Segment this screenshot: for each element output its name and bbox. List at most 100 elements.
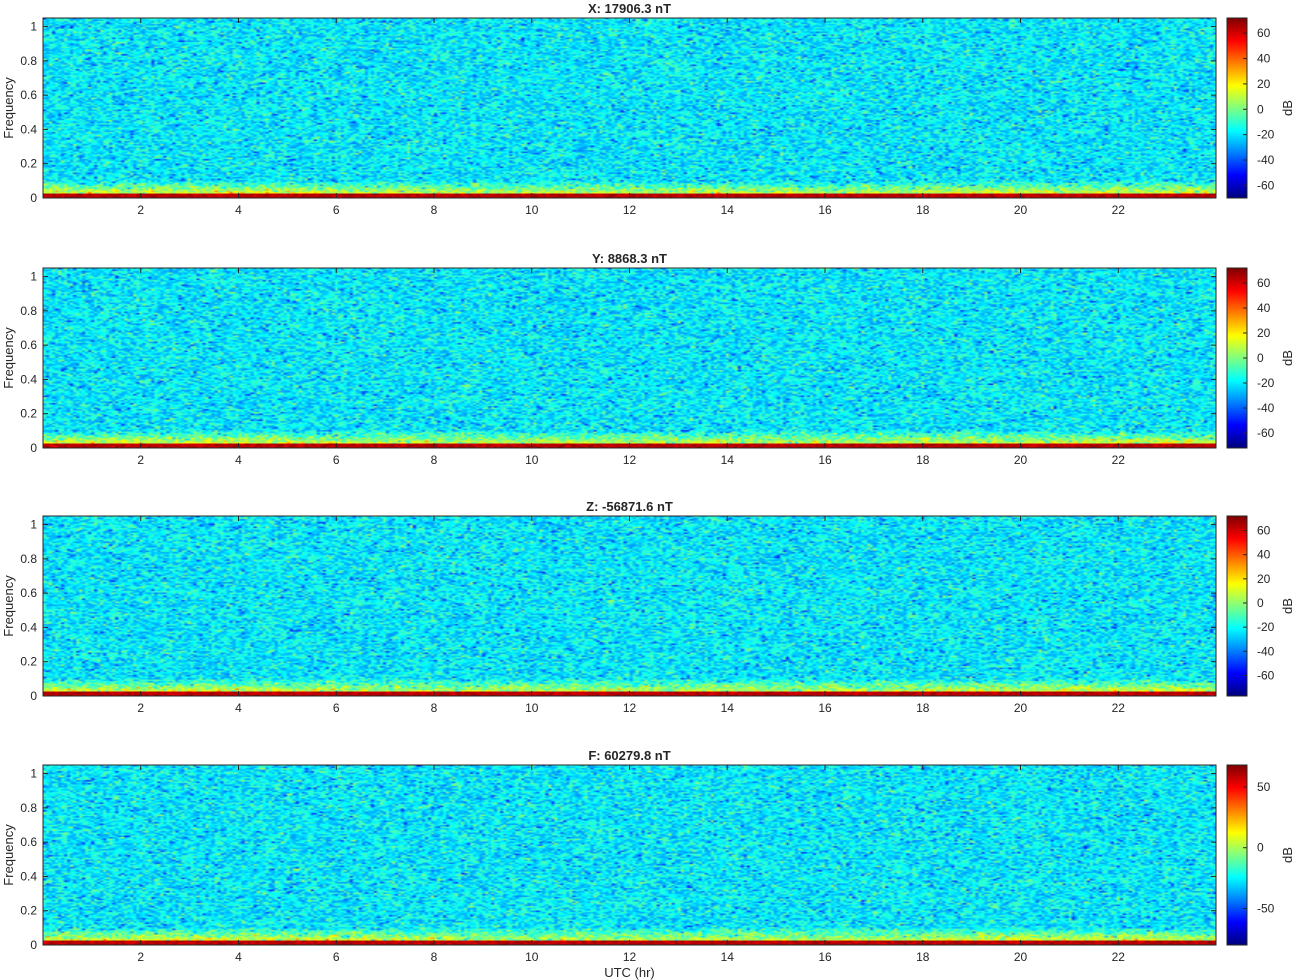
x-tick-label: 6: [333, 453, 340, 467]
x-tick-label: 18: [916, 453, 930, 467]
colorbar-tick-label: -40: [1257, 644, 1275, 658]
colorbar-tick-label: 0: [1257, 841, 1264, 855]
colorbar-tick-label: 20: [1257, 326, 1271, 340]
y-tick-label: 0.2: [20, 655, 37, 669]
spectrogram-image: [43, 516, 1216, 696]
y-tick-label: 0.6: [20, 88, 37, 102]
x-tick-label: 4: [235, 950, 242, 964]
chart-title: Y: 8868.3 nT: [592, 251, 667, 266]
colorbar-box: [1226, 515, 1248, 697]
colorbar: [1227, 516, 1247, 696]
y-axis-label: Frequency: [1, 575, 16, 637]
x-tick-label: 6: [333, 701, 340, 715]
y-tick-label: 0.4: [20, 372, 37, 386]
x-tick-label: 16: [818, 701, 832, 715]
x-tick-label: 14: [721, 701, 735, 715]
colorbar-tick-label: 50: [1257, 780, 1271, 794]
x-tick-label: 4: [235, 701, 242, 715]
y-tick-label: 0.2: [20, 904, 37, 918]
x-tick-label: 10: [525, 453, 539, 467]
y-tick-label: 1: [30, 20, 37, 34]
x-tick-label: 22: [1112, 203, 1126, 217]
x-tick-label: 10: [525, 701, 539, 715]
x-tick-label: 12: [623, 701, 637, 715]
chart-panel-1: 2 4 6 8 10 12 14 16 18 20 22 0 0.2 0.4 0.6 0.8 1 X: 17906…: [1, 1, 1295, 217]
x-tick-label: 4: [235, 453, 242, 467]
colorbar-tick-label: -60: [1257, 178, 1275, 192]
chart-panel-2: 2 4 6 8 10 12 14 16 18 20 22 0 0.2 0.4 0.6 0.8 1 Y: 8868.…: [1, 251, 1295, 467]
colorbar-label: dB: [1280, 100, 1295, 116]
x-tick-label: 20: [1014, 701, 1028, 715]
x-tick-label: 22: [1112, 701, 1126, 715]
colorbar-tick-label: 40: [1257, 548, 1271, 562]
x-tick-label: 12: [623, 203, 637, 217]
colorbar-tick-label: 40: [1257, 301, 1271, 315]
colorbar-label: dB: [1280, 847, 1295, 863]
x-tick-label: 2: [137, 453, 144, 467]
colorbar-box: [1226, 764, 1248, 946]
y-tick-label: 0.8: [20, 304, 37, 318]
x-tick-label: 2: [137, 950, 144, 964]
spectrogram-image: [43, 765, 1216, 945]
chart-title: Z: -56871.6 nT: [586, 499, 673, 514]
x-tick-label: 18: [916, 701, 930, 715]
chart-panel-4: 2 4 6 8 10 12 14 16 18 20 22 0 0.2 0.4 0.6 0.8 1 F: 60279…: [1, 748, 1295, 980]
x-tick-label: 20: [1014, 203, 1028, 217]
y-tick-label: 0: [30, 938, 37, 952]
x-tick-label: 22: [1112, 453, 1126, 467]
spectrogram-image: [43, 268, 1216, 448]
colorbar-tick-label: -20: [1257, 128, 1275, 142]
spectrogram-image: [43, 18, 1216, 198]
x-tick-label: 6: [333, 203, 340, 217]
x-tick-label: 8: [431, 950, 438, 964]
colorbar-tick-label: -60: [1257, 668, 1275, 682]
x-tick-label: 22: [1112, 950, 1126, 964]
x-tick-label: 8: [431, 701, 438, 715]
colorbar-tick-label: 20: [1257, 572, 1271, 586]
y-tick-label: 0.8: [20, 801, 37, 815]
colorbar-tick-label: -60: [1257, 426, 1275, 440]
y-tick-label: 0.4: [20, 122, 37, 136]
colorbar-tick-label: 60: [1257, 276, 1271, 290]
colorbar-tick-label: 20: [1257, 77, 1271, 91]
colorbar-tick-label: 60: [1257, 523, 1271, 537]
colorbar: [1227, 18, 1247, 198]
x-tick-label: 10: [525, 950, 539, 964]
y-tick-label: 0.6: [20, 586, 37, 600]
colorbar-tick-label: -20: [1257, 376, 1275, 390]
y-axis-label: Frequency: [1, 77, 16, 139]
x-tick-label: 14: [721, 950, 735, 964]
y-tick-label: 0.6: [20, 835, 37, 849]
y-tick-label: 0: [30, 689, 37, 703]
colorbar-label: dB: [1280, 350, 1295, 366]
x-tick-label: 8: [431, 453, 438, 467]
x-tick-label: 20: [1014, 950, 1028, 964]
colorbar-tick-label: 40: [1257, 52, 1271, 66]
x-tick-label: 16: [818, 203, 832, 217]
colorbar: [1227, 268, 1247, 448]
y-axis-label: Frequency: [1, 824, 16, 886]
y-tick-label: 0.8: [20, 54, 37, 68]
x-tick-label: 16: [818, 453, 832, 467]
y-tick-label: 1: [30, 270, 37, 284]
y-tick-label: 0.4: [20, 869, 37, 883]
x-tick-label: 12: [623, 950, 637, 964]
chart-title: X: 17906.3 nT: [588, 1, 671, 16]
y-tick-label: 0.6: [20, 338, 37, 352]
x-tick-label: 2: [137, 203, 144, 217]
colorbar-tick-label: 0: [1257, 596, 1264, 610]
x-tick-label: 10: [525, 203, 539, 217]
colorbar-tick-label: -40: [1257, 401, 1275, 415]
colorbar-tick-label: -50: [1257, 902, 1275, 916]
x-tick-label: 12: [623, 453, 637, 467]
x-tick-label: 8: [431, 203, 438, 217]
y-tick-label: 0.8: [20, 552, 37, 566]
y-tick-label: 0: [30, 441, 37, 455]
colorbar-box: [1226, 17, 1248, 199]
chart-panel-3: 2 4 6 8 10 12 14 16 18 20 22 0 0.2 0.4 0.6 0.8 1 Z: -5687…: [1, 499, 1295, 715]
y-tick-label: 0: [30, 191, 37, 205]
colorbar-tick-label: 60: [1257, 26, 1271, 40]
y-tick-label: 0.2: [20, 407, 37, 421]
x-tick-label: 18: [916, 950, 930, 964]
